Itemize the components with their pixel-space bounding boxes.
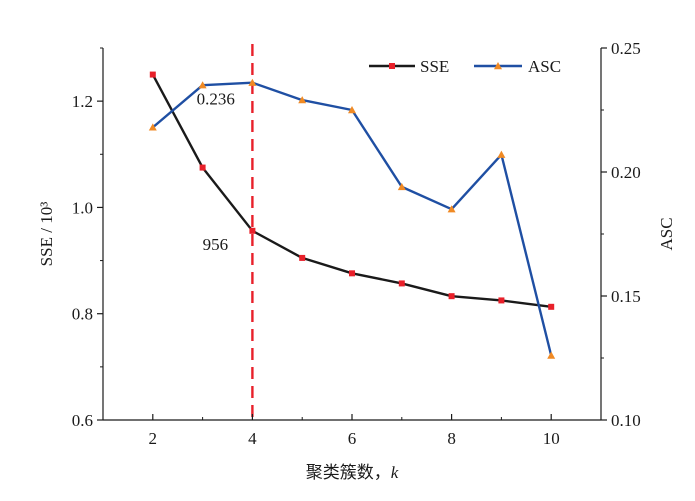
y-right-tick-label: 0.10 [611, 411, 641, 430]
x-tick-label: 10 [543, 429, 560, 448]
series-sse-point [548, 303, 555, 310]
series-asc-point [497, 150, 506, 158]
series-sse-point [199, 164, 206, 171]
y-axis-title-left: SSE / 10³ [37, 202, 56, 267]
legend-sse-marker [389, 63, 395, 69]
series-sse-point [349, 270, 355, 277]
y-right-tick-label: 0.15 [611, 287, 641, 306]
series-asc-point [148, 123, 157, 131]
y-right-tick-label: 0.20 [611, 163, 641, 182]
y-left-tick-label: 1.0 [72, 198, 93, 217]
x-axis-title-var: k [391, 463, 399, 482]
annotation-sse-elbow: 956 [203, 235, 229, 254]
series-asc-point [298, 96, 307, 104]
legend-asc-marker [494, 62, 502, 70]
series-sse-point [299, 254, 306, 261]
x-tick-label: 6 [348, 429, 357, 448]
series-asc-point [447, 205, 456, 213]
x-tick-label: 4 [248, 429, 257, 448]
series-sse-point [249, 227, 256, 234]
legend-sse-label: SSE [420, 57, 449, 76]
x-axis-title: 聚类簇数，k [306, 463, 399, 482]
series-asc-point [547, 351, 556, 359]
y-axis-title-right: ASC [657, 217, 676, 250]
series-sse-point [498, 297, 505, 304]
x-tick-label: 8 [447, 429, 456, 448]
series-sse-point [149, 71, 156, 78]
series-asc-point [248, 78, 257, 86]
series-asc-line [152, 81, 553, 356]
series-sse-point [448, 293, 455, 300]
y-right-tick-label: 0.25 [611, 39, 641, 58]
axes-layer: 2 4 6 8 10 0.6 0.8 1.0 1.2 0.10 0.15 0.20 0.25 [72, 39, 641, 448]
x-tick-label: 2 [149, 429, 158, 448]
legend-asc-label: ASC [528, 57, 561, 76]
y-left-tick-label: 0.6 [72, 411, 93, 430]
plot-frame [102, 48, 602, 421]
series-sse-point [398, 280, 405, 287]
x-axis-title-main: 聚类簇数， [306, 463, 391, 482]
y-left-tick-label: 1.2 [72, 92, 93, 111]
y-left-tick-label: 0.8 [72, 305, 93, 324]
legend: SSE ASC [369, 57, 561, 76]
series-asc-point [198, 81, 207, 89]
series-asc-point [348, 106, 356, 114]
annotation-asc-peak: 0.236 [197, 90, 235, 109]
series-layer [148, 71, 556, 359]
series-asc-point [397, 182, 406, 191]
